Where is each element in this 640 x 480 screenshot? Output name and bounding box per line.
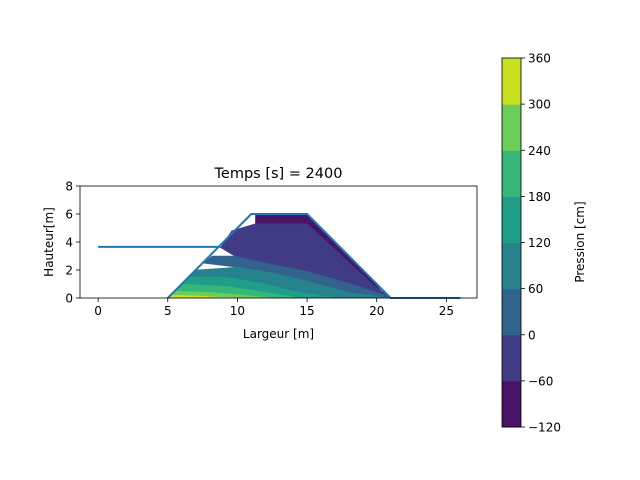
y-axis-label: Hauteur[m] [42, 207, 56, 277]
x-tick-label: 20 [369, 304, 384, 318]
chart-title: Temps [s] = 2400 [214, 166, 343, 182]
x-tick-label: 0 [94, 304, 102, 318]
colorbar-tick-label: 120 [528, 236, 551, 250]
colorbar-tick-label: 0 [528, 328, 536, 342]
colorbar-band-3 [502, 242, 521, 290]
x-tick-label: 5 [164, 304, 172, 318]
y-tick-label: 0 [65, 292, 73, 306]
x-axis-label: Largeur [m] [243, 327, 314, 341]
colorbar-band-6 [502, 104, 521, 151]
y-tick-label: 4 [65, 236, 73, 250]
x-tick-label: 15 [299, 304, 314, 318]
colorbar-tick-label: 240 [528, 144, 551, 158]
colorbar-band-2 [502, 288, 521, 336]
colorbar-tick-label: −60 [528, 374, 553, 388]
colorbar-bands [502, 58, 521, 428]
colorbar-tick-label: 60 [528, 282, 543, 296]
colorbar-tick-label: 360 [528, 52, 551, 66]
y-axis-ticks: 0 2 4 6 8 [65, 180, 80, 306]
colorbar-ticks: −120 −60 0 60 120 180 240 300 360 [521, 52, 561, 435]
colorbar-tick-label: 180 [528, 190, 551, 204]
colorbar-tick-label: 300 [528, 98, 551, 112]
y-tick-label: 2 [65, 264, 73, 278]
colorbar-band-0 [502, 380, 521, 428]
colorbar: −120 −60 0 60 120 180 240 300 360 Pression [cm] [501, 52, 587, 435]
colorbar-label: Pression [cm] [573, 201, 587, 282]
x-tick-label: 25 [439, 304, 454, 318]
plot-area: 0 5 10 15 20 25 0 2 4 6 8 Temps [s] = 2400 Largeu… [42, 166, 478, 341]
x-axis-ticks: 0 5 10 15 20 25 [94, 298, 454, 318]
y-tick-label: 6 [65, 208, 73, 222]
x-tick-label: 10 [230, 304, 245, 318]
colorbar-band-1 [502, 334, 521, 382]
colorbar-band-4 [502, 196, 521, 243]
y-tick-label: 8 [65, 180, 73, 194]
colorbar-tick-label: −120 [528, 421, 561, 435]
contour-bands [167, 213, 392, 299]
colorbar-band-5 [502, 150, 521, 197]
colorbar-band-7 [502, 58, 521, 105]
